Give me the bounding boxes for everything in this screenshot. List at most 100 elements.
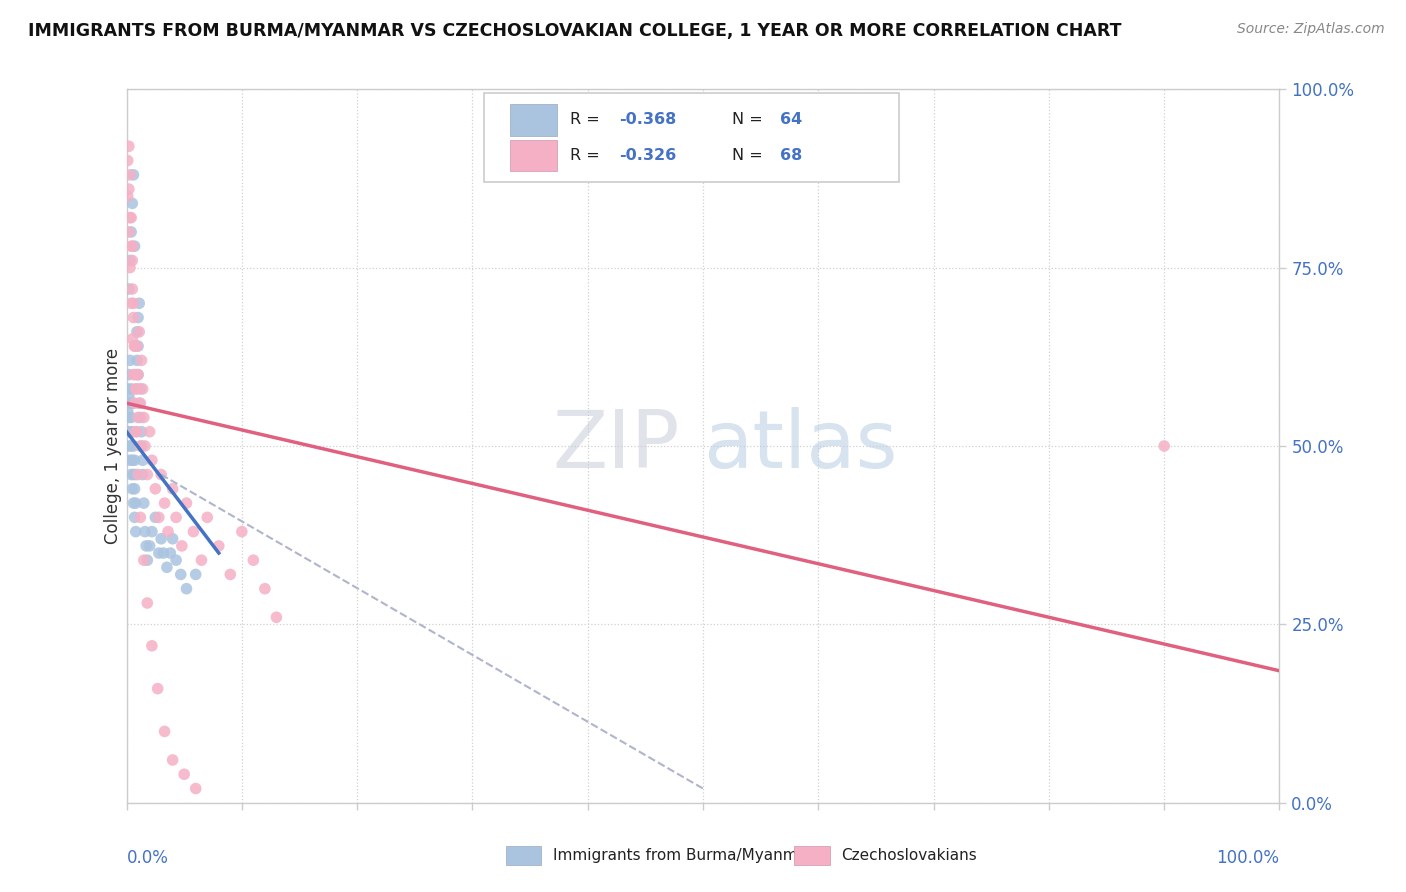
Point [132,496,155,510]
Point [121,253,143,268]
Point [118,353,141,368]
Point [219,567,242,582]
Point [132,410,155,425]
Point [138,539,160,553]
Point [118,410,141,425]
Point [118,168,141,182]
Text: 0.0%: 0.0% [127,849,169,867]
Point [122,310,145,325]
Point [118,182,141,196]
Point [118,439,141,453]
Point [129,510,152,524]
Point [117,403,139,417]
Point [124,510,146,524]
Point [124,339,146,353]
Point [120,211,142,225]
Point [118,368,141,382]
Point [231,524,253,539]
Point [118,389,141,403]
Point [117,382,139,396]
Point [127,339,149,353]
Point [141,524,163,539]
Bar [510,104,557,136]
Point [190,553,212,567]
Point [136,467,159,482]
Point [124,239,146,253]
Point [184,781,207,796]
Point [129,396,152,410]
Text: Czechoslovakians: Czechoslovakians [841,848,977,863]
Point [120,382,142,396]
Point [125,524,148,539]
Point [125,496,148,510]
Point [118,253,141,268]
Point [134,439,156,453]
Point [127,310,149,325]
Text: Source: ZipAtlas.com: Source: ZipAtlas.com [1237,22,1385,37]
Point [122,439,145,453]
Point [148,546,170,560]
Point [121,425,143,439]
Point [120,296,142,310]
Point [131,439,153,453]
Point [138,425,160,439]
Text: R =: R = [571,148,606,163]
Text: R =: R = [571,112,606,128]
Point [128,396,150,410]
Point [118,282,141,296]
Point [173,767,195,781]
Point [162,532,184,546]
Point [128,325,150,339]
Text: N =: N = [731,148,768,163]
Point [127,467,149,482]
Point [183,524,205,539]
Bar [794,846,830,865]
Text: IMMIGRANTS FROM BURMA/MYANMAR VS CZECHOSLOVAKIAN COLLEGE, 1 YEAR OR MORE CORRELA: IMMIGRANTS FROM BURMA/MYANMAR VS CZECHOS… [28,22,1122,40]
Text: ZIP: ZIP [553,407,681,485]
Point [141,453,163,467]
Point [150,532,173,546]
Point [118,396,141,410]
Point [159,546,181,560]
Point [125,325,148,339]
Point [253,582,276,596]
Point [125,339,148,353]
Point [122,296,145,310]
Point [153,496,176,510]
Point [176,496,198,510]
Point [124,396,146,410]
Point [121,282,143,296]
Point [170,567,193,582]
Text: -0.326: -0.326 [619,148,676,163]
Point [156,560,179,574]
Point [184,567,207,582]
Text: 64: 64 [780,112,803,128]
Point [208,539,231,553]
Point [117,425,139,439]
Point [122,467,145,482]
Point [165,553,187,567]
Point [129,410,152,425]
Point [120,239,142,253]
Point [136,596,159,610]
Point [120,439,142,453]
Point [124,339,146,353]
Point [125,425,148,439]
Point [129,439,152,453]
Point [118,139,141,153]
Point [125,425,148,439]
Bar [506,846,541,865]
Point [146,681,169,696]
Point [162,753,184,767]
Point [121,482,143,496]
Point [127,368,149,382]
Point [136,553,159,567]
Point [266,610,288,624]
Point [145,482,166,496]
Point [1153,439,1175,453]
Point [128,296,150,310]
Point [122,168,145,182]
Point [121,196,143,211]
Point [120,225,142,239]
Point [118,260,141,275]
